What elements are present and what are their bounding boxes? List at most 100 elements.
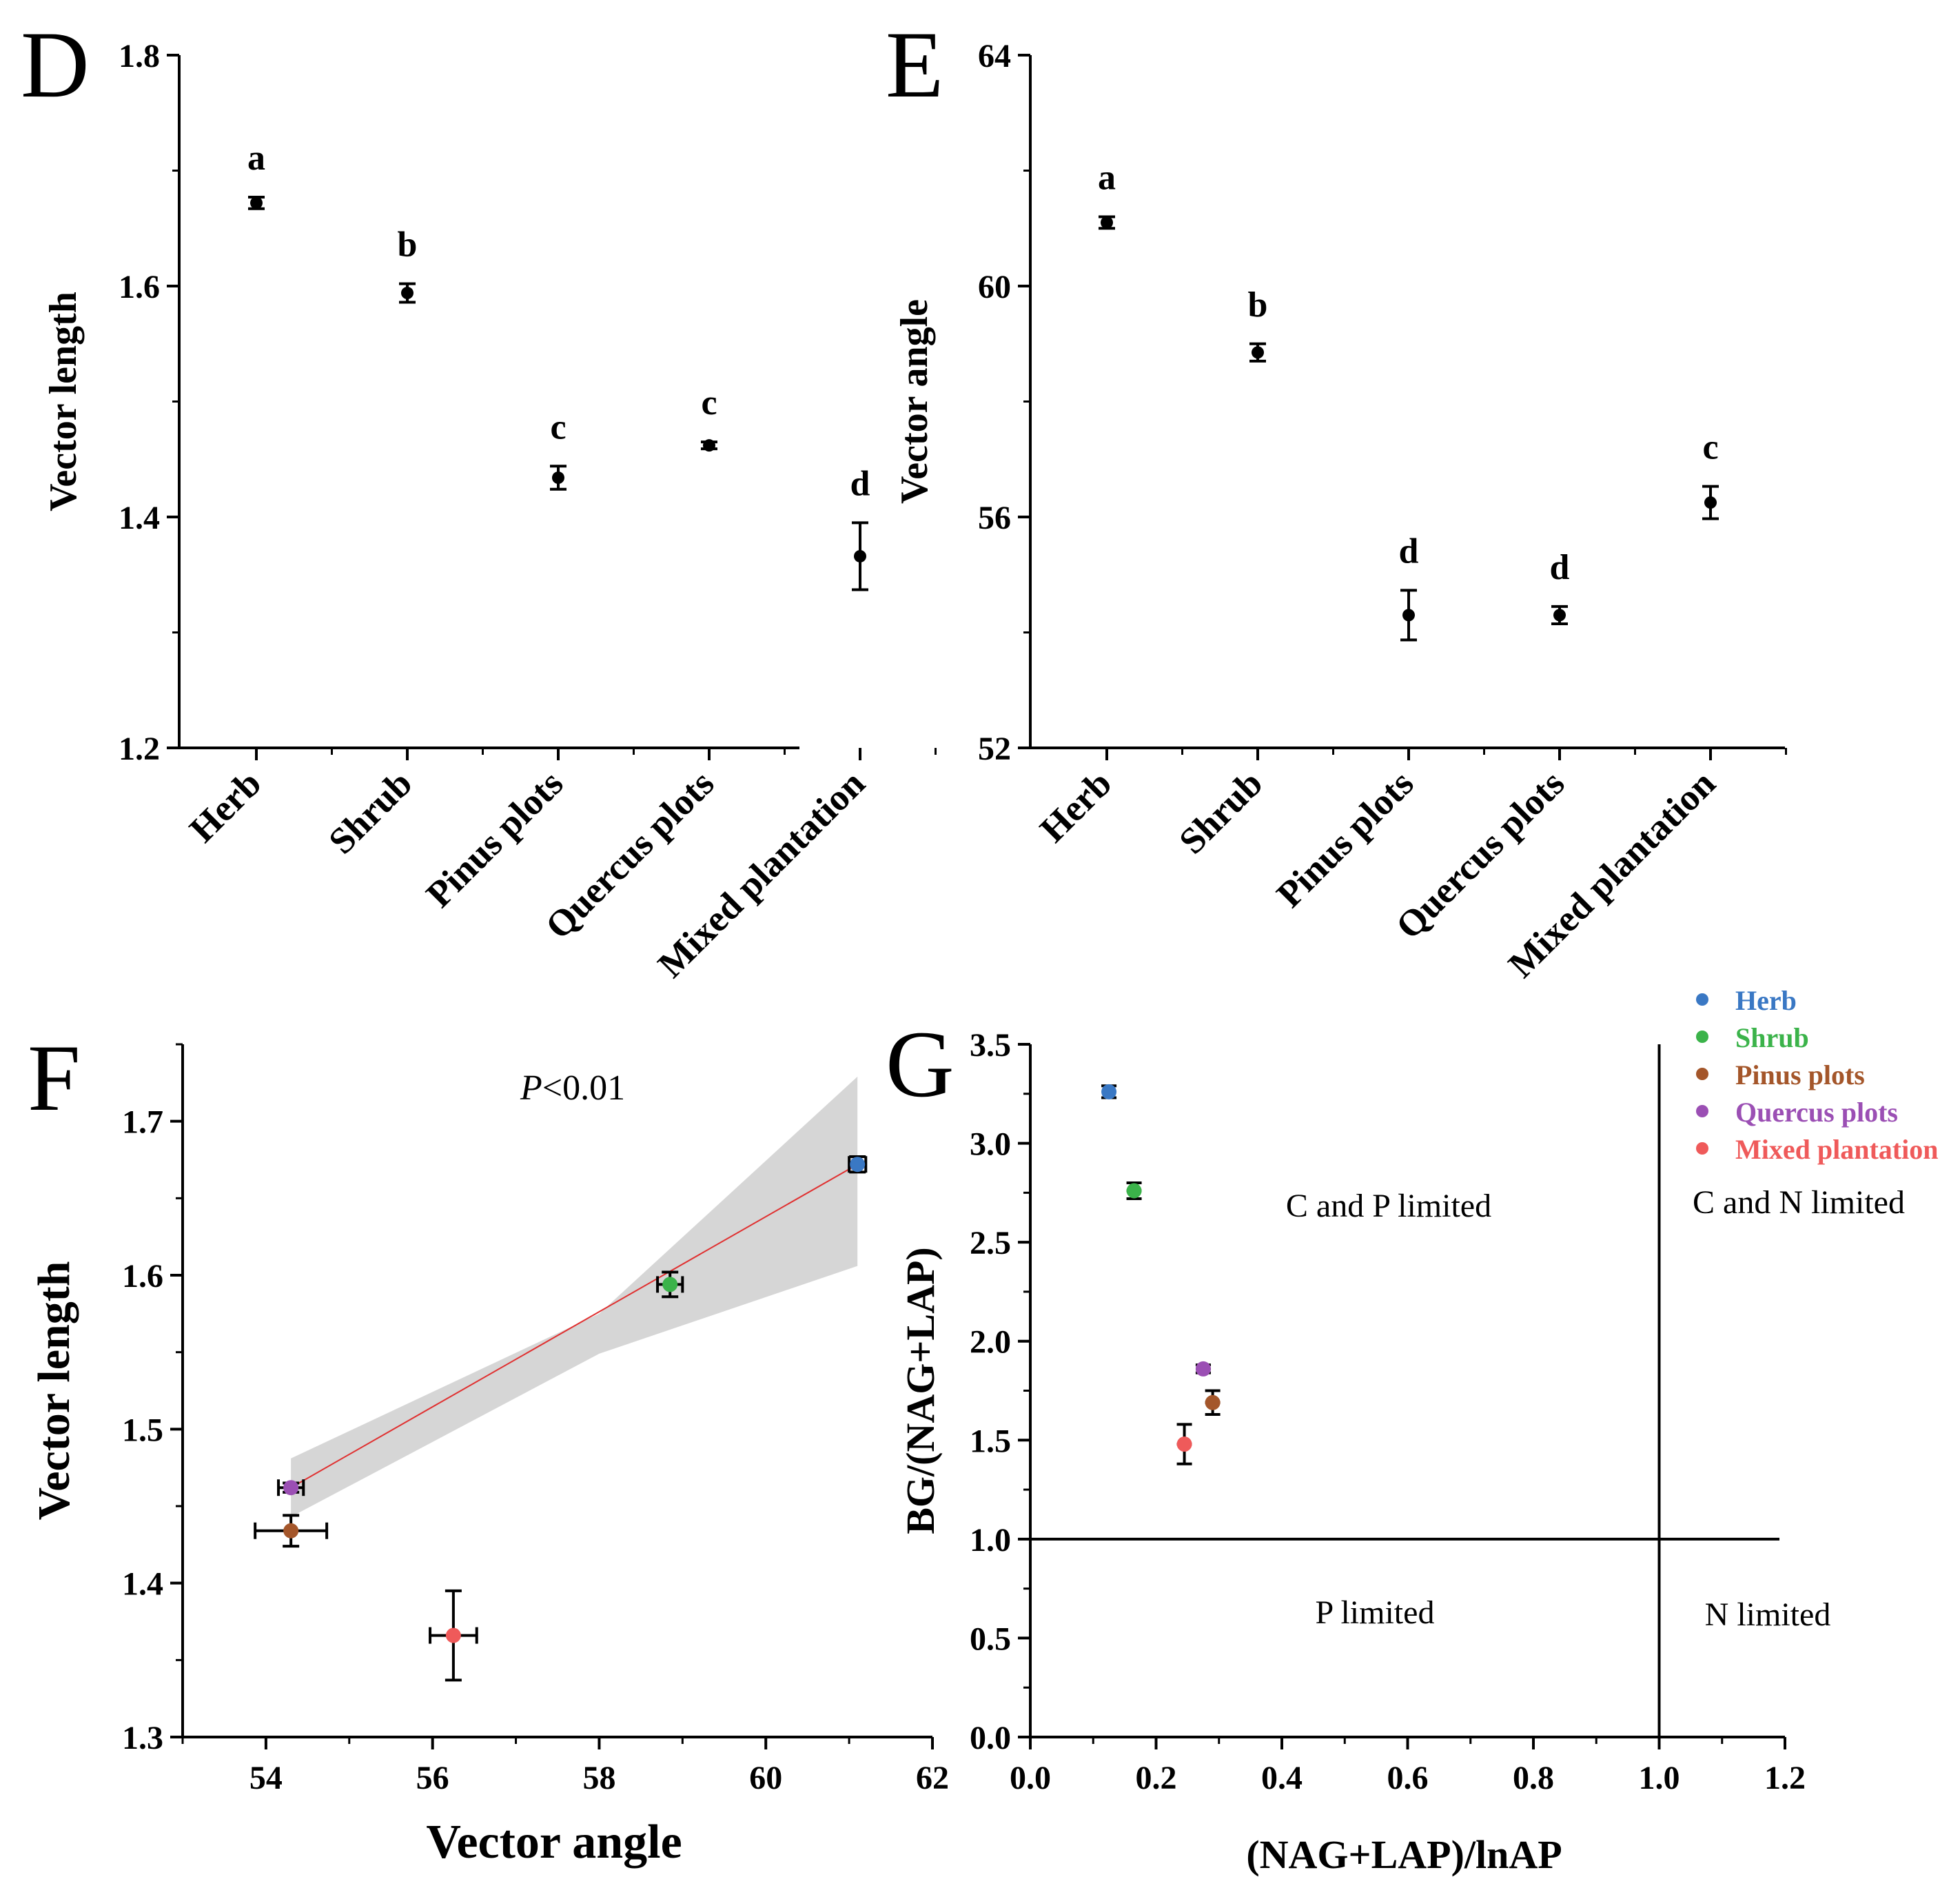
fit-line: [290, 1164, 858, 1489]
data-point: [1553, 609, 1566, 622]
y-tick-label: 1.3: [122, 1720, 163, 1756]
data-point: [250, 196, 263, 210]
data-point: [401, 287, 414, 300]
data-point-quercus-plots: [1195, 1361, 1211, 1377]
data-point-herb: [1101, 1084, 1117, 1099]
x-tick-label: 60: [749, 1760, 782, 1796]
x-axis-title: Vector angle: [426, 1816, 682, 1869]
x-tick-label: 56: [416, 1760, 449, 1796]
y-tick-label: 56: [978, 500, 1011, 536]
significance-letter: c: [1702, 428, 1718, 467]
x-tick-label: 58: [582, 1760, 615, 1796]
significance-letter: c: [701, 383, 717, 423]
x-axis-title: (NAG+LAP)/lnAP: [1246, 1832, 1562, 1877]
y-axis-title: Vector angle: [893, 299, 936, 504]
panel-letter-d: D: [21, 12, 90, 117]
y-tick-label: 0.0: [970, 1720, 1011, 1756]
x-tick-label: 0.8: [1513, 1760, 1554, 1796]
point-marker: [662, 1277, 678, 1292]
point-marker: [283, 1523, 299, 1539]
legend-label: Mixed plantation: [1735, 1134, 1938, 1165]
x-tick-label: 1.2: [1764, 1760, 1806, 1796]
point-marker: [1101, 1084, 1117, 1099]
y-tick-label: 1.7: [122, 1104, 163, 1141]
x-category-label: Pinus plots: [418, 762, 571, 915]
data-point: [1101, 216, 1113, 229]
y-tick-label: 60: [978, 269, 1011, 305]
significance-letter: c: [550, 407, 566, 447]
y-tick-label: 1.2: [119, 731, 160, 767]
legend-label: Shrub: [1735, 1022, 1809, 1053]
x-category-label: Shrub: [320, 762, 420, 862]
y-tick-label: 3.5: [970, 1027, 1011, 1064]
y-tick-label: 3.0: [970, 1126, 1011, 1163]
quadrant-label-p: P limited: [1316, 1594, 1435, 1631]
data-point-pinus-plots: [254, 1514, 329, 1548]
panel-g: 0.0 0.5 1.0 1.5 2.0 2.5 3.0 3.5 0.0 0.2 0.4 0.6 0.8 1…: [898, 985, 1938, 1877]
legend-marker: [1696, 1142, 1708, 1155]
legend-label: Herb: [1735, 985, 1797, 1016]
data-point: [552, 471, 564, 485]
significance-letter: d: [850, 464, 870, 503]
y-tick-label: 1.4: [119, 500, 160, 536]
y-tick-label: 64: [978, 38, 1011, 74]
y-tick-label: 1.0: [970, 1522, 1011, 1559]
legend-marker: [1696, 1105, 1708, 1117]
data-point-quercus-plots: [277, 1479, 305, 1496]
significance-letter: a: [247, 139, 265, 178]
data-point: [703, 439, 715, 452]
significance-letter: a: [1098, 159, 1116, 198]
point-marker: [1195, 1361, 1211, 1377]
panel-e: 52 56 60 64 Vector angle Herb a Shrub b Pinus plo…: [893, 38, 1787, 986]
quadrant-label-n: N limited: [1705, 1596, 1831, 1633]
point-marker: [1205, 1394, 1221, 1410]
point-marker: [445, 1627, 461, 1643]
point-marker: [283, 1480, 299, 1496]
data-point: [1704, 496, 1717, 509]
data-point: [1252, 346, 1264, 359]
data-point-mixed-plantation: [1176, 1423, 1192, 1465]
point-marker: [850, 1157, 866, 1173]
y-axis-title: Vector length: [42, 292, 85, 511]
x-category-label: Shrub: [1171, 762, 1270, 862]
data-point: [854, 549, 866, 562]
x-tick-label: 0.4: [1261, 1760, 1303, 1796]
x-category-label: Herb: [181, 762, 269, 850]
p-value-annotation: P<0.01: [520, 1068, 625, 1108]
quadrant-label-c-and-n: C and N limited: [1693, 1184, 1905, 1221]
significance-letter: b: [398, 225, 418, 265]
x-tick-label: 0.6: [1387, 1760, 1429, 1796]
y-tick-label: 52: [978, 731, 1011, 767]
y-tick-label: 2.5: [970, 1225, 1011, 1261]
legend-label: Quercus plots: [1735, 1097, 1898, 1128]
legend: Herb Shrub Pinus plots Quercus plots Mixed p…: [1696, 985, 1938, 1165]
y-tick-label: 1.4: [122, 1566, 163, 1603]
panel-f: 1.3 1.4 1.5 1.6 1.7 54 56 58 60 62 Vector length Ve…: [29, 1043, 949, 1869]
legend-marker: [1696, 993, 1708, 1006]
y-tick-label: 1.6: [122, 1258, 163, 1295]
y-tick-label: 1.6: [119, 269, 160, 305]
point-marker: [1126, 1183, 1142, 1199]
legend-label: Pinus plots: [1735, 1059, 1865, 1090]
p-value: <0.01: [542, 1068, 625, 1108]
confidence-band: [291, 1076, 858, 1517]
data-point-herb: [848, 1155, 868, 1174]
legend-marker: [1696, 1068, 1708, 1080]
data-point: [1402, 609, 1415, 622]
panel-letter-e: E: [886, 12, 943, 117]
panel-letter-g: G: [886, 1011, 955, 1117]
significance-letter: d: [1399, 531, 1419, 571]
x-tick-label: 0.0: [1010, 1760, 1051, 1796]
y-tick-label: 1.5: [122, 1412, 163, 1448]
significance-letter: d: [1550, 548, 1570, 587]
data-point-shrub: [1126, 1181, 1142, 1200]
y-tick-label: 2.0: [970, 1324, 1011, 1361]
y-tick-label: 1.5: [970, 1423, 1011, 1459]
x-category-label: Herb: [1032, 762, 1119, 850]
y-tick-label: 1.8: [119, 38, 160, 74]
x-category-label: Pinus plots: [1269, 762, 1422, 915]
significance-letter: b: [1248, 285, 1268, 325]
y-axis-title: Vector length: [29, 1261, 79, 1521]
point-marker: [1176, 1437, 1192, 1452]
